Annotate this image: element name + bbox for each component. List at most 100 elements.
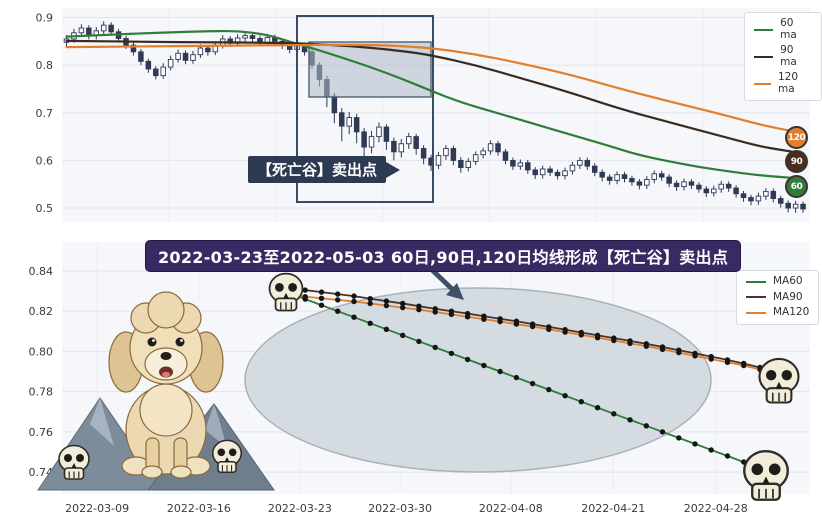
data-point <box>400 304 406 311</box>
data-point <box>318 295 325 301</box>
data-point <box>481 362 487 369</box>
data-point <box>383 302 390 309</box>
candle <box>443 148 449 157</box>
candle <box>629 178 635 183</box>
y-tick-label: 0.78 <box>29 386 54 399</box>
legend-item: 120 ma <box>754 71 812 95</box>
legend-label: 90 ma <box>780 44 797 68</box>
candle <box>197 47 204 56</box>
data-point <box>432 309 438 315</box>
candle <box>703 188 710 194</box>
data-point <box>708 356 714 362</box>
ma-badge-120: 120 <box>785 126 808 149</box>
candle <box>353 117 360 133</box>
data-point <box>367 300 373 307</box>
candle <box>644 179 650 186</box>
candle <box>458 159 464 169</box>
candle <box>770 190 777 199</box>
y-tick-label: 0.84 <box>29 265 54 278</box>
legend-label: 60 ma <box>780 17 797 41</box>
candle <box>673 182 680 188</box>
ma-line-90-ma <box>65 39 805 155</box>
data-point <box>318 302 325 308</box>
candle <box>666 176 672 184</box>
candle <box>539 168 546 176</box>
data-point <box>351 293 357 299</box>
candle <box>487 143 494 152</box>
legend-item: MA60 <box>746 275 809 288</box>
ma-crossover-box <box>308 41 432 98</box>
data-point <box>335 291 341 297</box>
x-tick-label: 2022-03-16 <box>167 502 231 515</box>
data-point <box>724 359 731 365</box>
candle <box>510 159 516 167</box>
candle <box>249 35 256 39</box>
x-tick-label: 2022-04-08 <box>479 502 543 515</box>
legend-swatch <box>754 82 771 85</box>
y-tick-label: 0.9 <box>36 12 54 25</box>
data-point <box>708 447 714 453</box>
candle <box>532 169 538 176</box>
candle <box>547 168 553 173</box>
top-plot-area <box>62 8 810 222</box>
legend-item: MA90 <box>746 290 809 304</box>
data-point <box>562 329 568 335</box>
candle <box>346 117 352 127</box>
candle <box>175 52 181 60</box>
data-point <box>578 332 584 338</box>
data-point <box>400 332 406 338</box>
data-point <box>302 287 308 293</box>
data-point <box>513 374 520 381</box>
candle <box>554 171 561 177</box>
candle <box>562 170 568 177</box>
candle <box>167 58 174 68</box>
ma-badge-90: 90 <box>785 150 808 173</box>
candle <box>718 183 724 190</box>
poodle-graphic <box>108 291 224 479</box>
candle <box>205 47 211 53</box>
legend-label: MA90 <box>773 290 803 303</box>
candle <box>480 150 486 156</box>
legend-swatch <box>746 296 766 299</box>
candle <box>740 193 747 199</box>
legend-item: 60 ma <box>754 17 812 41</box>
data-point <box>464 314 471 320</box>
x-tick-label: 2022-04-28 <box>684 502 748 515</box>
y-tick-label: 0.6 <box>36 154 54 167</box>
candle <box>502 151 509 161</box>
candle <box>681 181 687 188</box>
data-point <box>627 417 633 423</box>
candle <box>658 173 665 178</box>
decorations <box>37 263 800 501</box>
legend-item: MA120 <box>746 307 809 319</box>
candle <box>145 60 152 70</box>
y-tick-label: 0.74 <box>29 466 54 479</box>
candle <box>525 162 531 171</box>
y-tick-label: 0.5 <box>36 202 54 215</box>
data-point <box>611 411 617 417</box>
death-valley-zone-box <box>296 15 434 203</box>
candle <box>413 136 419 149</box>
candle <box>577 159 583 166</box>
data-point <box>497 368 503 375</box>
candle <box>472 154 479 162</box>
candle <box>569 164 576 172</box>
candle <box>153 68 159 77</box>
legend-swatch <box>754 55 774 58</box>
candle <box>368 136 375 148</box>
bottom-legend: MA60 MA90 MA120 <box>736 270 820 325</box>
top-legend: 60 ma 90 ma 120 ma <box>744 12 822 102</box>
x-tick-label: 2022-04-21 <box>581 502 645 515</box>
candle <box>777 198 784 204</box>
candle <box>636 181 643 186</box>
y-tick-label: 0.8 <box>36 59 54 72</box>
x-tick-label: 2022-03-30 <box>368 502 432 515</box>
candle <box>405 136 412 145</box>
data-point <box>335 297 341 303</box>
data-point <box>627 340 633 347</box>
data-point <box>546 326 552 332</box>
candle <box>435 155 442 166</box>
candle <box>614 174 620 181</box>
candle <box>398 143 405 153</box>
legend-swatch <box>754 28 774 31</box>
